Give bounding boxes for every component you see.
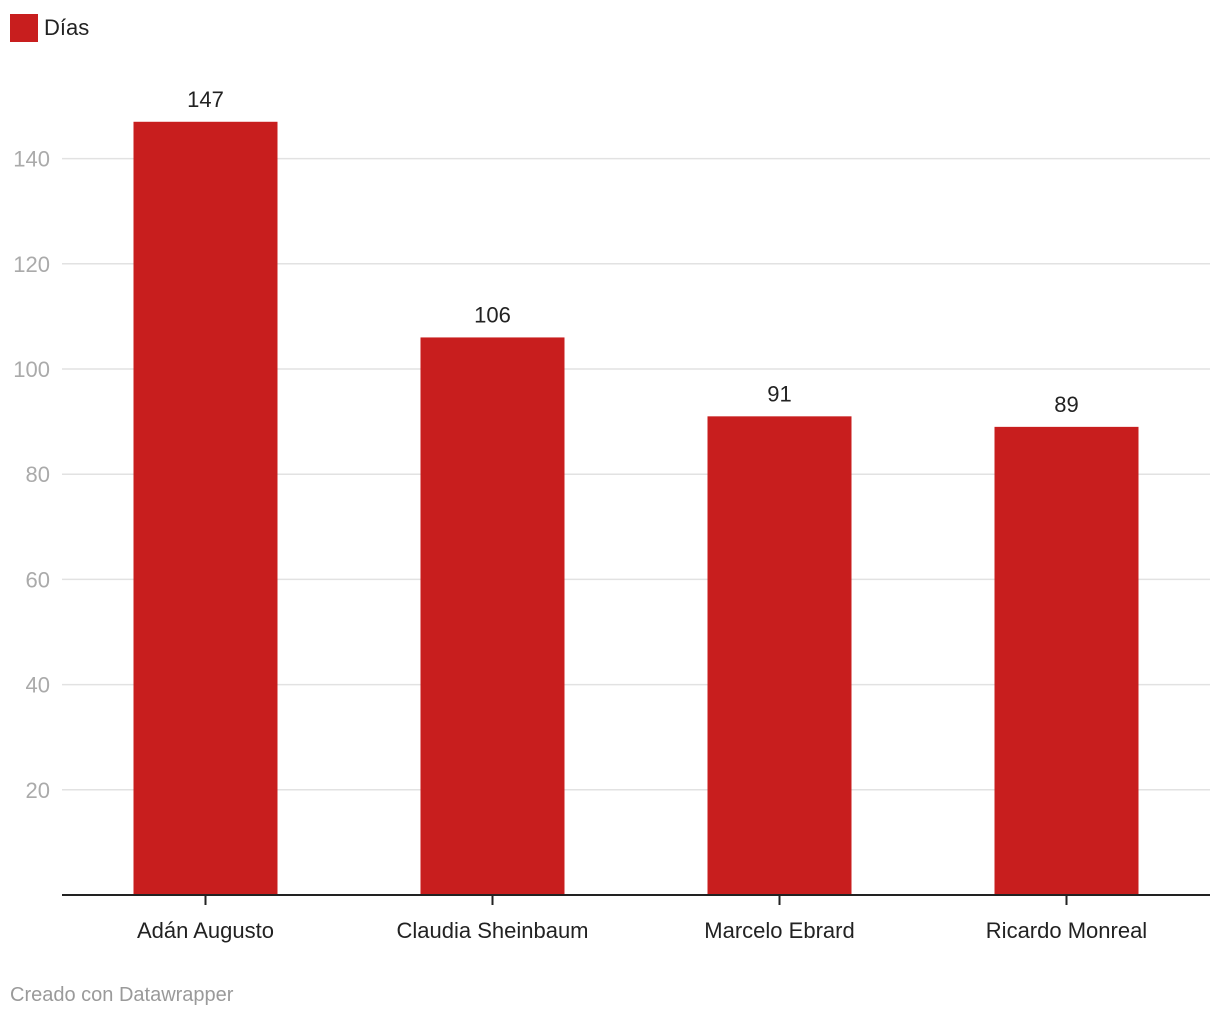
x-category-label: Ricardo Monreal — [986, 918, 1147, 943]
y-axis-ticks: 20 40 60 80 100 120 140 — [13, 147, 50, 803]
bar — [133, 121, 278, 895]
bar-value-label: 89 — [1054, 392, 1078, 417]
x-category-label: Marcelo Ebrard — [704, 918, 854, 943]
legend-label: Días — [44, 15, 90, 40]
bar-value-label: 91 — [767, 381, 791, 406]
y-tick-label: 60 — [26, 567, 50, 592]
y-tick-label: 140 — [13, 147, 50, 172]
bars — [133, 121, 1139, 895]
credit-text: Creado con Datawrapper — [10, 984, 234, 1006]
bar — [994, 426, 1139, 895]
x-axis-labels: Adán Augusto Claudia Sheinbaum Marcelo Ebr… — [137, 918, 1147, 943]
legend-swatch — [10, 14, 38, 42]
x-category-label: Claudia Sheinbaum — [396, 918, 588, 943]
y-tick-label: 20 — [26, 778, 50, 803]
bar-value-label: 106 — [474, 302, 511, 327]
bar-value-label: 147 — [187, 87, 224, 112]
y-tick-label: 40 — [26, 673, 50, 698]
bar — [420, 337, 565, 895]
x-category-label: Adán Augusto — [137, 918, 274, 943]
y-tick-label: 100 — [13, 357, 50, 382]
bar — [707, 416, 852, 895]
x-axis-ticks — [204, 895, 1068, 905]
legend: Días — [10, 14, 89, 42]
y-tick-label: 120 — [13, 252, 50, 277]
value-labels: 147 106 91 89 — [187, 87, 1079, 417]
y-tick-label: 80 — [26, 462, 50, 487]
